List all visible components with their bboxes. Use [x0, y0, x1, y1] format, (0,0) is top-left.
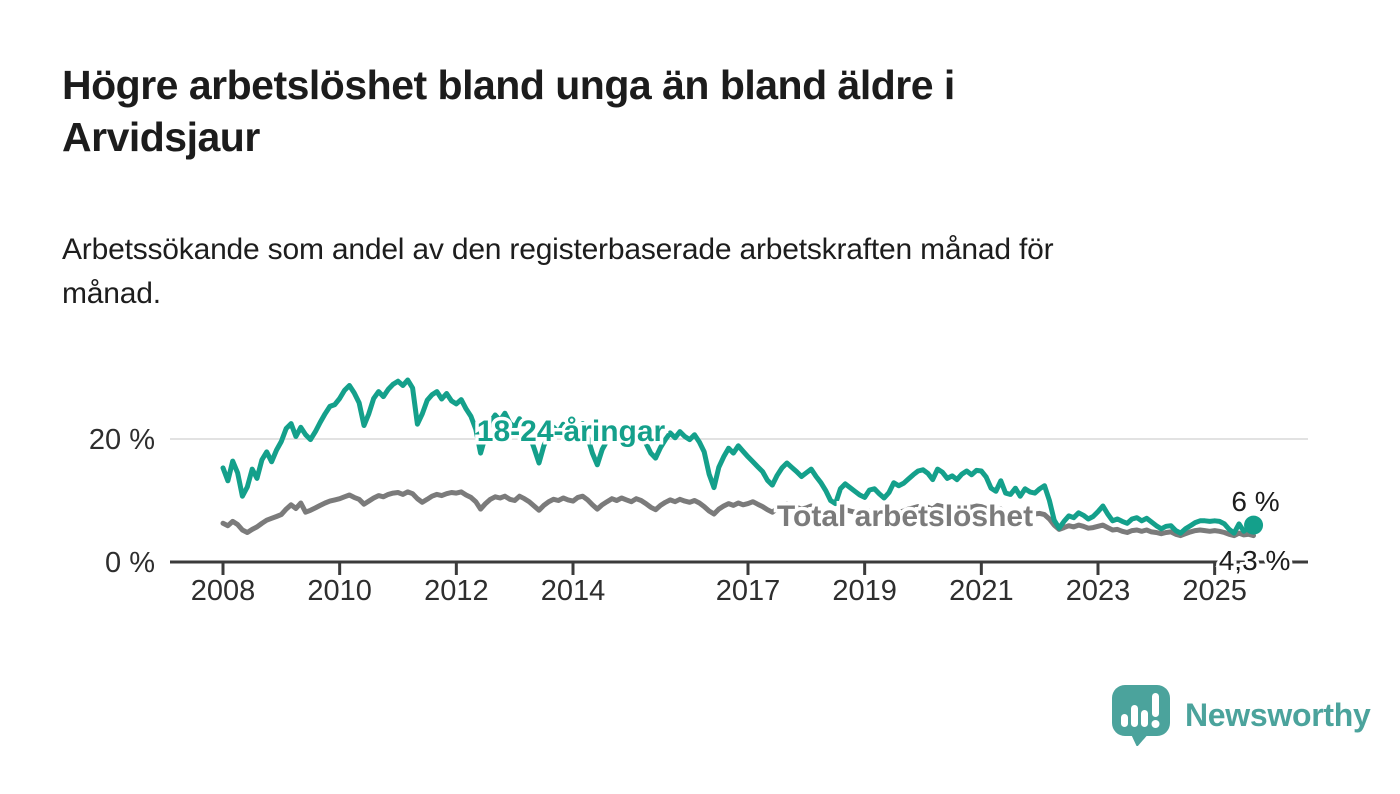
series-line-total: [220, 489, 1256, 539]
series-end-dot-youth: [1244, 515, 1264, 535]
newsworthy-logo-text: Newsworthy: [1185, 696, 1371, 733]
x-axis-label-2023: 2023: [1066, 575, 1131, 607]
curve-label-youth: 18-24-åringar: [477, 415, 666, 448]
y-axis-label-0: 0 %: [105, 547, 155, 579]
x-axis-label-2017: 2017: [716, 575, 781, 607]
page-title: Högre arbetslöshet bland unga än bland ä…: [62, 60, 1182, 163]
title-line-2: Arvidsjaur: [62, 113, 260, 160]
y-axis-label-20: 20 %: [89, 424, 155, 456]
series-line-youth: [220, 377, 1256, 536]
x-axis-label-2008: 2008: [191, 575, 256, 607]
x-axis-label-2010: 2010: [307, 575, 372, 607]
x-axis-label-2021: 2021: [949, 575, 1014, 607]
chart-subtitle: Arbetssökande som andel av den registerb…: [62, 228, 1302, 316]
x-axis-label-2025: 2025: [1182, 575, 1247, 607]
subtitle-line-1: Arbetssökande som andel av den registerb…: [62, 233, 1054, 266]
x-axis-label-2014: 2014: [541, 575, 606, 607]
x-axis-label-2012: 2012: [424, 575, 489, 607]
title-line-1: Högre arbetslöshet bland unga än bland ä…: [62, 62, 955, 108]
x-axis-label-2019: 2019: [832, 575, 897, 607]
curve-label-total: Total arbetslöshet: [777, 500, 1033, 533]
newsworthy-logo: Newsworthy: [1110, 684, 1371, 746]
end-value-label-total: 4,3 %: [1219, 545, 1291, 576]
newsworthy-logo-icon: [1112, 685, 1170, 746]
end-value-label-youth: 6 %: [1231, 486, 1279, 517]
subtitle-line-2: månad.: [62, 277, 161, 311]
